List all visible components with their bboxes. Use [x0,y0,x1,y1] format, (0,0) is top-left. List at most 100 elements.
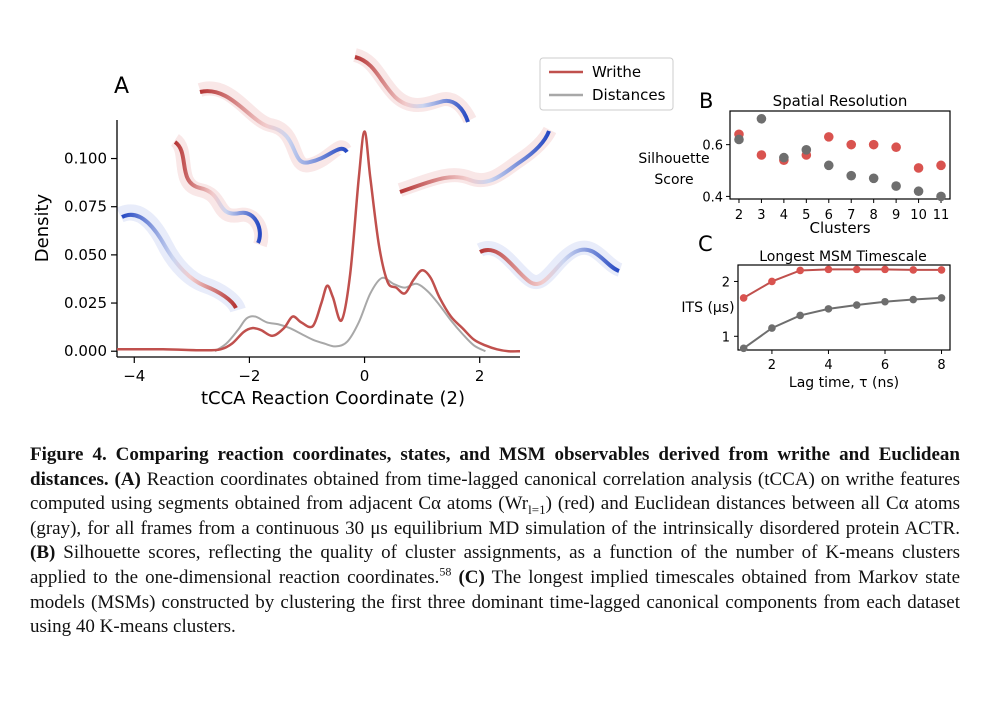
panel-c-x-tick-label: 4 [824,358,832,373]
panel-c-frame [737,264,951,351]
writhe-its-point [824,265,833,274]
panel-b-x-tick-label: 7 [847,208,855,223]
panel-a-y-tick-label: 0.025 [64,294,107,312]
caption-part-b-text: Silhouette scores, reflecting the qualit… [30,542,960,588]
writhe-its-point [852,265,861,274]
legend-writhe-label: Writhe [592,63,641,81]
panel-a-y-tick-label: 0.100 [64,150,107,168]
distances-density-line [214,276,486,353]
panel-a-y-axis-label: Density [32,193,53,262]
distances-its-point [768,324,776,332]
panel-a-x-tick-label: 2 [475,367,485,385]
its-distances-line [743,296,942,350]
panel-c-x-tick-label: 2 [768,358,776,373]
panel-a-x-tick-label: −2 [238,367,260,385]
panel-a-letter: A [114,74,129,99]
protein-structure-4 [352,48,477,124]
writhe-its-point [796,266,804,275]
writhe-silhouette-point [913,163,924,173]
distances-silhouette-point [846,170,857,181]
distances-its-point [739,344,748,353]
caption-part-a-label: (A) [114,468,141,490]
figure-4-graphic: A [32,48,951,409]
protein-structure-1 [197,81,352,173]
writhe-its-point [768,277,776,286]
caption-title: Figure 4. Comparing reaction coordinates… [30,444,960,490]
panel-b-x-tick-label: 10 [910,208,927,223]
distances-its-point [937,294,946,302]
writhe-density-line [116,130,521,353]
distances-silhouette-point [801,145,812,155]
panel-b-y-label-line2: Score [654,172,693,188]
panel-b-x-tick-label: 8 [870,208,878,223]
distances-silhouette-point [779,152,789,163]
panel-b-y-label-line1: Silhouette [638,151,709,167]
panel-b-frame [729,110,951,200]
writhe-silhouette-point [846,139,857,150]
panel-a-y-tick-label: 0.000 [64,342,107,360]
distances-silhouette-point [868,173,879,184]
distances-silhouette-point [913,186,924,197]
panel-c-its-plot: C Longest MSM Timescale ITS (μs) Lag tim… [681,232,951,391]
distances-silhouette-point [734,134,744,145]
distances-silhouette-point [756,113,767,124]
panel-b-y-tick-label: 0.4 [702,190,723,205]
panel-c-x-tick-label: 6 [881,358,889,373]
caption-reference-58: 58 [439,564,452,579]
writhe-its-point [937,266,946,274]
caption-part-c-label: (C) [458,566,485,588]
panel-b-x-tick-label: 5 [802,208,810,223]
distances-its-point [881,297,889,306]
protein-structure-5 [397,126,557,197]
panel-a-y-tick-label: 0.050 [64,246,107,264]
panel-a-y-tick-label: 0.075 [64,198,107,216]
legend-distances-label: Distances [592,86,666,104]
panel-b-letter: B [699,89,713,113]
panel-a-x-axis-label: tCCA Reaction Coordinate (2) [201,388,465,409]
distances-its-point [909,295,918,304]
panel-c-letter: C [698,232,713,256]
caption-part-c-text: The longest implied timescales obtained … [30,566,961,638]
protein-structure-6 [476,240,624,289]
panel-b-x-tick-label: 3 [757,208,765,223]
panel-b-x-axis-label: Clusters [809,219,870,237]
protein-structure-ensemble-images [116,48,624,314]
distances-its-point [824,305,833,313]
panel-c-x-tick-label: 8 [937,358,945,373]
distances-silhouette-point [823,160,834,171]
panel-a-legend: Writhe Distances [539,57,674,111]
writhe-its-point [909,266,918,274]
distances-its-point [852,301,861,309]
writhe-silhouette-point [936,160,946,171]
panel-c-x-axis-label: Lag time, τ (ns) [789,375,899,391]
writhe-silhouette-point [823,132,834,142]
caption-part-a-text2: ) (red) and Euclidean distances between … [30,493,960,539]
panel-b-x-tick-label: 11 [933,208,950,223]
panel-b-x-tick-label: 9 [892,208,900,223]
panel-b-silhouette-scatter: B Spatial Resolution Silhouette Score Cl… [638,89,951,237]
its-writhe-line [743,268,942,299]
panel-c-y-axis-label: ITS (μs) [681,300,734,316]
panel-c-title: Longest MSM Timescale [759,249,927,265]
panel-b-title: Spatial Resolution [773,92,908,110]
panel-c-y-tick-label: 2 [722,275,730,290]
panel-b-y-tick-label: 0.6 [702,139,723,154]
protein-structure-3 [116,204,246,314]
writhe-silhouette-point [868,139,879,150]
panel-a-density-plot: A [32,48,674,409]
distances-silhouette-point [891,181,901,191]
panel-b-x-tick-label: 2 [735,208,743,223]
caption-part-b-label: (B) [30,542,56,564]
caption-part-a-subscript: l=1 [528,501,546,517]
figure-caption: Figure 4. Comparing reaction coordinates… [30,443,960,640]
writhe-silhouette-point [891,142,901,153]
panel-c-y-tick-label: 1 [722,330,730,345]
distances-silhouette-point [936,191,946,202]
writhe-its-point [881,265,889,274]
panel-b-x-tick-label: 4 [780,208,788,223]
panel-a-x-tick-label: 0 [360,367,370,385]
distances-its-point [796,311,804,320]
writhe-its-point [739,294,748,302]
writhe-silhouette-point [756,150,767,160]
protein-structure-2 [170,134,269,248]
